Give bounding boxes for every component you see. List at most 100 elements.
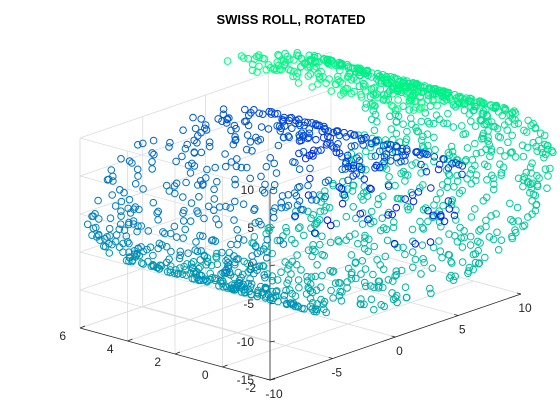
scatter-point [327, 286, 335, 295]
scatter-point [295, 283, 303, 292]
scatter-point [149, 198, 158, 207]
scatter-point [368, 69, 376, 77]
scatter-point [509, 217, 517, 226]
scatter-point [391, 294, 400, 302]
scatter-point [428, 264, 437, 273]
z-tick-label: 5 [247, 221, 254, 235]
scatter-point [285, 133, 294, 142]
scatter-point [218, 117, 226, 125]
scatter-point [356, 171, 365, 180]
scatter-point [453, 177, 462, 185]
scatter-point [233, 240, 241, 249]
scatter-point [357, 300, 365, 309]
scatter-point [490, 180, 498, 188]
scatter-point [357, 270, 365, 278]
scatter-point [154, 216, 162, 224]
scatter-point [469, 265, 478, 274]
scatter-point [277, 268, 285, 277]
scatter-point [300, 121, 309, 130]
y-tick-mark [127, 338, 133, 342]
scatter-point [503, 126, 512, 134]
scatter-point [451, 272, 460, 281]
scatter-point [321, 187, 329, 195]
scatter-point [361, 81, 369, 89]
scatter-point [423, 88, 432, 96]
scatter-point [322, 203, 330, 211]
scatter-point [489, 174, 498, 183]
scatter-point [386, 157, 395, 165]
scatter-point [279, 116, 288, 124]
scatter-point [149, 136, 158, 145]
scatter-point [246, 174, 254, 183]
scatter-point [264, 291, 273, 299]
scatter-point [433, 101, 442, 110]
scatter-point [248, 147, 256, 155]
scatter-point [250, 55, 259, 63]
scatter-point [514, 174, 523, 183]
scatter-point [382, 165, 391, 173]
scatter-point [277, 203, 286, 212]
grid-line-side-z [79, 175, 271, 229]
scatter-point [115, 243, 124, 251]
scatter-point [352, 274, 360, 283]
scatter-point [541, 165, 550, 173]
scatter-point [435, 160, 444, 169]
scatter-point [297, 266, 305, 274]
scatter-point [241, 105, 249, 114]
scatter-point [184, 249, 192, 257]
scatter-point [243, 163, 251, 172]
scatter-point [105, 224, 114, 233]
scatter-point [125, 157, 134, 165]
scatter-point [296, 121, 304, 130]
scatter-point [91, 210, 99, 218]
scatter-point [376, 163, 384, 172]
z-tick-label: -10 [237, 335, 255, 349]
scatter-point [215, 282, 223, 290]
scatter-point [317, 198, 325, 206]
scatter-point [197, 271, 206, 280]
scatter-point [417, 117, 426, 126]
scatter-point [165, 255, 173, 264]
scatter-point [409, 106, 418, 114]
x-tick-mark [454, 314, 459, 316]
scatter-point [150, 150, 158, 159]
scatter-point [375, 147, 384, 156]
scatter-point [520, 173, 529, 181]
scatter-point [312, 196, 321, 204]
scatter-point [340, 191, 349, 199]
scatter-point [122, 232, 131, 240]
scatter-point [398, 147, 406, 156]
scatter-point [465, 263, 474, 272]
scatter-point [548, 147, 556, 155]
scatter-point [343, 284, 351, 292]
scatter-point [231, 175, 239, 184]
scatter-point [434, 165, 443, 174]
scatter-point [304, 72, 313, 80]
scatter-point [500, 104, 508, 112]
scatter-point [307, 214, 315, 223]
scatter-point [204, 202, 213, 211]
scatter-point [277, 66, 285, 74]
scatter-point [196, 231, 204, 240]
scatter-point [376, 261, 385, 269]
grid-line-floor-y [222, 280, 474, 368]
scatter-point [493, 124, 502, 133]
scatter-point [117, 197, 126, 206]
scatter-point [371, 110, 380, 119]
scatter-point [201, 121, 210, 129]
scatter-point [125, 195, 134, 204]
scatter-point [328, 268, 337, 276]
scatter-point [263, 235, 272, 244]
scatter-point [134, 222, 142, 230]
scatter-point [290, 56, 298, 64]
scatter-point [190, 136, 198, 145]
scatter-point [341, 165, 350, 173]
scatter-point [312, 62, 320, 71]
z-tick-label: -5 [243, 297, 254, 311]
scatter-point [397, 169, 405, 178]
scatter-point [272, 66, 281, 74]
scatter-point [299, 206, 307, 214]
scatter-point [128, 159, 136, 167]
scatter-point [268, 272, 277, 280]
scatter-point [430, 119, 438, 128]
